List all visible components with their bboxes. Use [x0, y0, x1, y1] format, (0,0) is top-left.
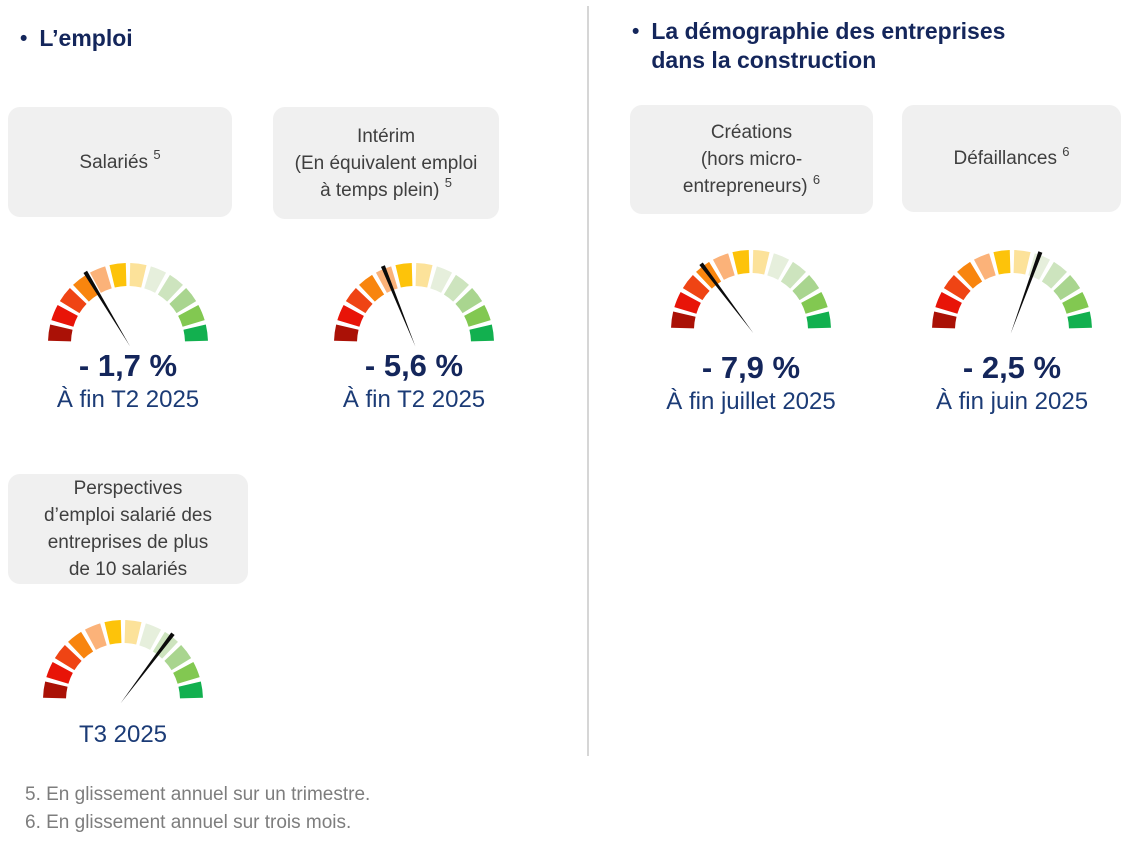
gauge-interim — [334, 263, 494, 347]
card-salaries-label: Salariés 5 — [79, 147, 161, 176]
footnotes: 5. En glissement annuel sur un trimestre… — [25, 781, 370, 837]
card-salaries-text: Salariés — [79, 151, 149, 173]
card-defaillances-text: Défaillances — [953, 148, 1057, 169]
card-interim-line1: Intérim — [356, 125, 416, 147]
section-divider — [587, 6, 589, 756]
gauge-period-interim: À fin T2 2025 — [342, 386, 486, 413]
indicator-card-perspectives: Perspectives d’emploi salarié des entrep… — [8, 474, 248, 584]
card-creations-sup: 6 — [812, 171, 821, 187]
section-title-demographie-label: La démographie des entreprises dans la c… — [651, 17, 1005, 75]
bullet-icon: • — [632, 20, 640, 43]
gauge-period-defaillances: À fin juin 2025 — [935, 388, 1089, 415]
section-title-demographie-line2: dans la construction — [651, 47, 877, 73]
card-interim-label: Intérim (En équivalent emploi à temps pl… — [295, 123, 478, 204]
indicator-card-interim: Intérim (En équivalent emploi à temps pl… — [273, 107, 499, 219]
card-perspectives-line1: Perspectives — [73, 478, 183, 499]
card-perspectives-line3: entreprises de plus — [47, 532, 209, 553]
card-perspectives-line2: d’emploi salarié des — [44, 505, 212, 526]
footnote-6: 6. En glissement annuel sur trois mois. — [25, 812, 352, 833]
gauge-period-perspectives: T3 2025 — [78, 721, 168, 748]
bullet-icon: • — [20, 27, 28, 50]
section-title-emploi-label: L’emploi — [39, 25, 133, 51]
gauge-defaillances — [932, 250, 1092, 334]
gauge-period-creations: À fin juillet 2025 — [666, 388, 836, 415]
card-defaillances-sup: 6 — [1062, 143, 1070, 159]
card-creations-label: Créations (hors micro- entrepreneurs) 6 — [683, 119, 820, 200]
footnote-5: 5. En glissement annuel sur un trimestre… — [25, 784, 371, 805]
card-creations-line1: Créations — [710, 122, 793, 143]
section-title-demographie-line1: La démographie des entreprises — [651, 18, 1006, 44]
section-title-demographie: • La démographie des entreprises dans la… — [632, 17, 1005, 75]
card-interim-line2: (En équivalent emploi — [294, 152, 478, 174]
card-perspectives-line4: de 10 salariés — [68, 559, 188, 580]
gauge-perspectives — [43, 620, 203, 704]
card-salaries-sup: 5 — [153, 147, 161, 163]
indicator-card-salaries: Salariés 5 — [8, 107, 232, 217]
gauge-value-creations: - 7,9 % — [701, 350, 801, 385]
gauge-salaries — [48, 263, 208, 347]
card-defaillances-label: Défaillances 6 — [953, 145, 1069, 172]
gauge-value-defaillances: - 2,5 % — [962, 350, 1062, 385]
gauge-period-salaries: À fin T2 2025 — [56, 386, 200, 413]
indicator-card-creations: Créations (hors micro- entrepreneurs) 6 — [630, 105, 873, 214]
section-title-emploi: • L’emploi — [20, 24, 133, 53]
card-interim-sup: 5 — [444, 175, 452, 191]
indicator-card-defaillances: Défaillances 6 — [902, 105, 1121, 212]
gauge-creations — [671, 250, 831, 334]
gauge-value-salaries: - 1,7 % — [78, 348, 178, 383]
card-creations-line2: (hors micro- — [700, 149, 803, 170]
card-perspectives-label: Perspectives d’emploi salarié des entrep… — [44, 475, 212, 583]
card-creations-line3: entrepreneurs) — [682, 176, 808, 197]
card-interim-line3: à temps plein) — [320, 179, 440, 201]
gauge-value-interim: - 5,6 % — [364, 348, 464, 383]
